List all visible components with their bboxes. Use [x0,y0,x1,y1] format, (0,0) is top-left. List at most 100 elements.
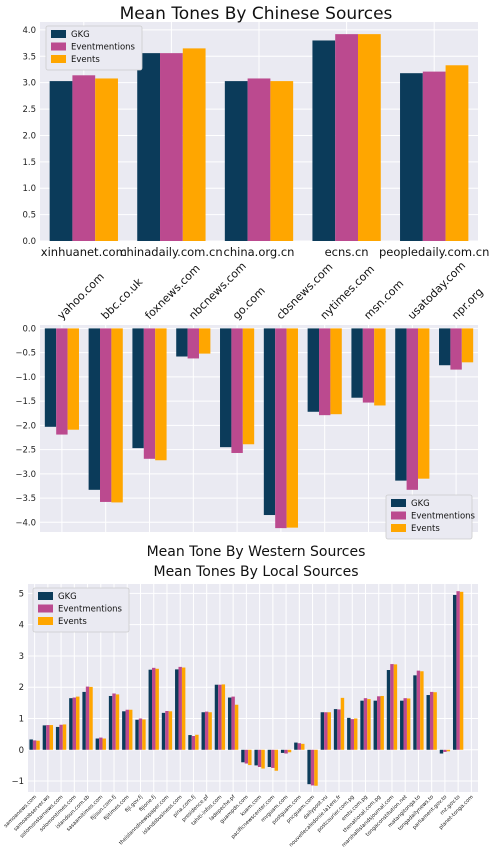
bar-eventmentions [406,328,418,490]
x-tick-label: bbc.co.uk [99,275,146,322]
bar-events [406,698,411,750]
bar-gkg [29,739,33,750]
bar-gkg [373,700,378,750]
chart-title: Mean Tones By Chinese Sources [120,4,393,24]
legend-label: GKG [411,499,430,509]
bar-gkg [44,328,57,427]
y-tick-label: 0.0 [22,324,36,334]
bar-eventmentions [32,740,37,750]
bar-eventmentions [297,743,302,750]
bar-eventmentions [247,78,271,241]
bar-gkg [333,709,338,750]
bar-gkg [351,328,363,398]
bar-events [168,711,173,750]
legend-swatch-gkg [51,30,66,38]
bar-events [380,695,384,750]
bar-eventmentions [335,34,358,242]
bar-events [274,749,279,771]
bar-events [95,78,118,241]
bar-gkg [439,749,444,754]
x-tick-label: china.org.cn [224,245,295,259]
bar-gkg [227,697,232,750]
bar-events [357,34,381,242]
bar-eventmentions [72,75,96,241]
x-tick-label: peopledaily.com.cn [379,245,489,259]
bar-eventmentions [363,698,368,750]
y-tick-label: 3.5 [22,52,36,62]
bar-gkg [49,81,73,242]
bar-events [102,738,106,750]
chart-panel-2: 0.0−0.5−1.0−1.5−2.0−2.5−3.0−3.5−4.0yahoo… [15,259,485,560]
bar-gkg [254,749,258,766]
y-tick-label: −0.5 [15,349,36,359]
bar-events [420,671,424,750]
legend-label: Eventmentions [71,43,136,53]
bar-events [181,667,186,750]
bar-events [374,328,386,406]
bar-gkg [426,695,430,750]
legend-swatch-eventmentions [391,511,406,520]
bar-eventmentions [450,328,462,370]
bar-eventmentions [275,328,287,529]
bar-gkg [263,328,276,516]
y-tick-label: 0.5 [22,211,36,221]
legend: GKG Eventmentions Events [45,25,143,71]
bar-events [327,712,331,750]
bar-eventmentions [456,591,460,750]
legend-swatch-gkg [38,592,53,600]
legend-box [32,587,130,633]
bar-eventmentions [429,691,434,750]
legend-box [385,494,473,540]
legend-label: GKG [71,30,90,40]
bar-gkg [132,328,144,449]
bar-eventmentions [324,712,328,750]
bar-events [49,725,54,750]
x-tick-label: ecns.cn [325,245,369,259]
bar-eventmentions [112,693,116,750]
bar-eventmentions [59,724,63,750]
bar-eventmentions [46,725,50,750]
y-tick-label: 2.0 [22,131,36,141]
bar-eventmentions [231,696,235,750]
bar-events [198,328,211,354]
bar-eventmentions [416,670,421,750]
bar-gkg [122,711,126,750]
bar-events [62,724,67,750]
bar-eventmentions [403,698,407,750]
x-tick-label: xinhuanet.com [41,245,127,259]
bar-eventmentions [191,736,196,750]
legend: GKG Eventmentions Events [385,494,476,540]
bar-events [261,749,265,769]
bar-events [221,684,226,750]
bar-gkg [137,53,161,241]
bar-gkg [161,712,166,750]
bar-eventmentions [390,664,394,750]
x-tick-label: msn.com [361,277,406,322]
bar-events [445,65,469,242]
bar-events [286,328,298,528]
chart-panel-3: −1012345samoanews.comsamoaobserver.wssol… [3,564,478,849]
bar-events [461,328,474,363]
bar-gkg [176,328,188,357]
y-tick-label: 2.5 [22,105,36,115]
bar-gkg [400,73,423,241]
bar-gkg [241,749,245,763]
bar-eventmentions [422,71,446,241]
legend-label: Events [71,55,100,65]
bar-eventmentions [231,328,243,453]
bar-events [128,709,133,750]
bar-eventmentions [337,709,341,750]
x-tick-label: npr.org [449,285,486,322]
bar-events [115,694,120,750]
bar-events [393,664,398,750]
bar-gkg [108,695,113,750]
bar-gkg [69,698,73,750]
legend-label: Events [411,524,440,534]
bar-gkg [135,719,139,750]
bar-events [111,328,123,503]
bar-eventmentions [204,711,209,750]
bar-eventmentions [165,710,169,750]
bar-gkg [224,81,248,242]
y-tick-label: −2.5 [15,446,36,456]
